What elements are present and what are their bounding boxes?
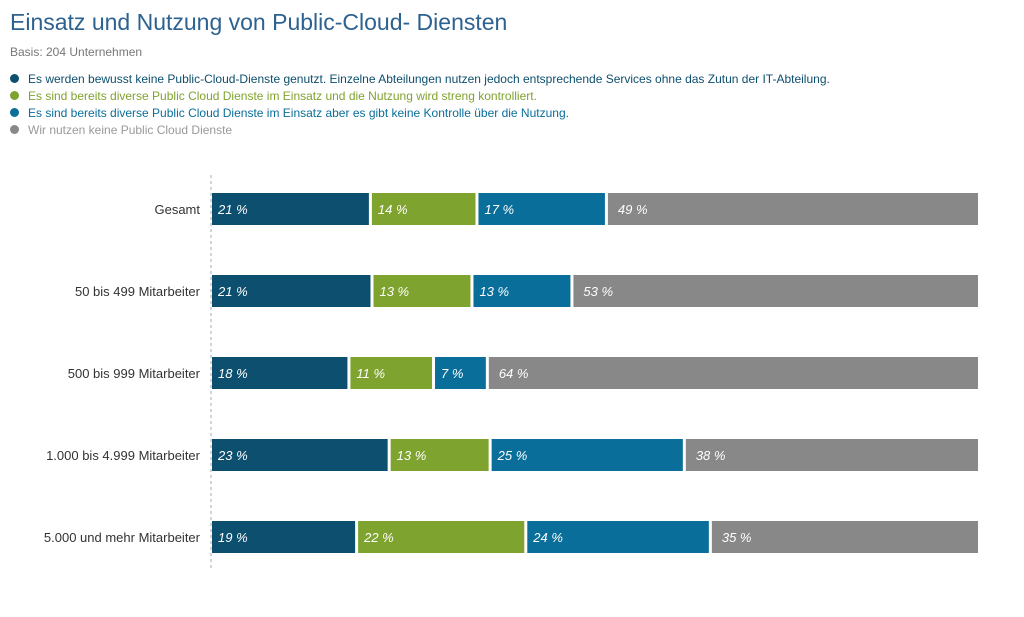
legend-label: Es sind bereits diverse Public Cloud Die… — [28, 88, 537, 103]
legend-item: Es sind bereits diverse Public Cloud Die… — [10, 104, 830, 121]
data-label: 14 % — [378, 202, 408, 217]
data-label: 38 % — [696, 448, 726, 463]
legend: Es werden bewusst keine Public-Cloud-Die… — [10, 70, 830, 138]
data-label: 21 % — [217, 284, 248, 299]
bar-segment — [212, 275, 371, 307]
chart-title: Einsatz und Nutzung von Public-Cloud- Di… — [10, 9, 508, 35]
bar-segment — [685, 439, 978, 471]
bar-segment — [435, 357, 486, 389]
category-label: Gesamt — [154, 202, 200, 217]
bar-segment — [358, 521, 525, 553]
data-label: 35 % — [722, 530, 752, 545]
data-label: 24 % — [532, 530, 563, 545]
legend-label: Wir nutzen keine Public Cloud Dienste — [28, 122, 233, 137]
category-label: 1.000 bis 4.999 Mitarbeiter — [46, 448, 201, 463]
bar-segment — [212, 521, 356, 553]
bar-segment — [473, 275, 571, 307]
data-label: 23 % — [217, 448, 248, 463]
data-label: 21 % — [217, 202, 248, 217]
data-label: 13 % — [479, 284, 509, 299]
data-label: 13 % — [397, 448, 427, 463]
bar-segment — [478, 193, 605, 225]
category-label: 50 bis 499 Mitarbeiter — [75, 284, 201, 299]
bar-segment — [212, 357, 348, 389]
category-label: 500 bis 999 Mitarbeiter — [68, 366, 201, 381]
data-label: 11 % — [356, 366, 385, 381]
legend-label: Es werden bewusst keine Public-Cloud-Die… — [28, 71, 830, 86]
data-label: 25 % — [497, 448, 528, 463]
data-label: 49 % — [618, 202, 648, 217]
legend-item: Wir nutzen keine Public Cloud Dienste — [10, 121, 830, 138]
bar-segment — [371, 193, 476, 225]
bar-segment — [711, 521, 978, 553]
bar-segment — [212, 193, 369, 225]
data-label: 53 % — [583, 284, 613, 299]
data-label: 7 % — [441, 366, 463, 381]
bar-segment — [527, 521, 709, 553]
legend-label: Es sind bereits diverse Public Cloud Die… — [28, 105, 569, 120]
legend-marker — [10, 91, 19, 100]
legend-item: Es sind bereits diverse Public Cloud Die… — [10, 87, 830, 104]
data-label: 13 % — [379, 284, 409, 299]
bar-segment — [390, 439, 489, 471]
legend-marker — [10, 108, 19, 117]
legend-marker — [10, 74, 19, 83]
bar-segment — [488, 357, 978, 389]
data-label: 17 % — [484, 202, 514, 217]
bar-segment — [350, 357, 433, 389]
bar-segment — [573, 275, 978, 307]
bar-segment — [491, 439, 683, 471]
data-label: 18 % — [218, 366, 248, 381]
data-label: 22 % — [363, 530, 394, 545]
legend-marker — [10, 125, 19, 134]
legend-item: Es werden bewusst keine Public-Cloud-Die… — [10, 70, 830, 87]
bar-segment — [607, 193, 978, 225]
chart-subtitle: Basis: 204 Unternehmen — [10, 45, 143, 59]
bar-segment — [212, 439, 388, 471]
data-label: 19 % — [218, 530, 248, 545]
bar-segment — [373, 275, 471, 307]
category-label: 5.000 und mehr Mitarbeiter — [44, 530, 201, 545]
data-label: 64 % — [499, 366, 529, 381]
